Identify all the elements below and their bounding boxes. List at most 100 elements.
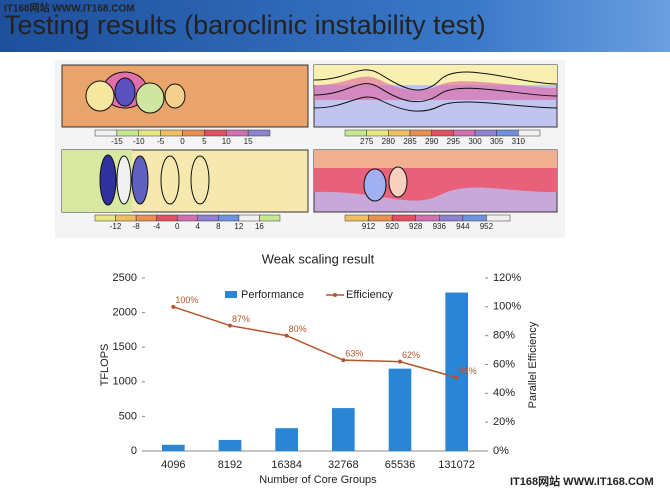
x-tick-label: 32768	[328, 459, 359, 471]
colorbar-label: 275	[360, 137, 374, 146]
colorbar-label: 920	[385, 222, 399, 231]
y-tick-label: 500	[119, 410, 137, 422]
colorbar-swatch	[368, 214, 393, 222]
colorbar-label: 944	[456, 222, 470, 231]
colorbar-swatch	[259, 214, 281, 222]
bar	[275, 428, 298, 451]
colorbar-swatch	[388, 129, 411, 137]
slide-title: Testing results (baroclinic instability …	[4, 10, 486, 40]
legend-swatch	[225, 291, 237, 298]
colorbar-label: 0	[180, 137, 185, 146]
line	[173, 306, 457, 379]
point	[284, 333, 289, 338]
colorbar-swatch	[135, 214, 157, 222]
colorbar-label: 280	[382, 137, 396, 146]
bar	[218, 439, 242, 451]
y-tick-label: 1000	[113, 376, 137, 388]
legend-label: Efficiency	[346, 289, 393, 301]
colorbar-swatch	[138, 129, 161, 137]
colorbar-swatch	[94, 129, 118, 137]
colorbar-swatch	[238, 214, 260, 222]
colorbar-label: -8	[133, 222, 141, 231]
colorbar-swatch	[156, 214, 178, 222]
point	[341, 358, 346, 363]
y-axis-label: TFLOPS	[99, 344, 111, 387]
point	[454, 375, 459, 380]
colorbar-label: 928	[409, 222, 423, 231]
colorbar-swatch	[197, 214, 219, 222]
colorbar-swatch	[247, 129, 271, 137]
x-tick-label: 16384	[271, 459, 302, 471]
data-label: 80%	[289, 324, 307, 334]
colorbar-swatch	[116, 129, 139, 137]
colorbar-label: 952	[480, 222, 494, 231]
contour-plot	[61, 149, 309, 213]
colorbar-label: 5	[202, 137, 207, 146]
legend-label: Performance	[241, 289, 304, 301]
watermark: IT168网站 WWW.IT168.COM	[4, 2, 135, 15]
colorbar-label: 4	[196, 222, 201, 231]
colorbar-swatch	[176, 214, 199, 222]
colorbar-swatch	[391, 214, 416, 222]
bar	[388, 368, 412, 451]
colorbar-label: -10	[133, 137, 145, 146]
y2-tick-label: 100%	[493, 301, 521, 313]
colorbar-label: 8	[216, 222, 221, 231]
y2-tick-label: 80%	[493, 330, 515, 342]
x-tick-label: 8192	[218, 459, 242, 471]
colorbar-label: 305	[490, 137, 504, 146]
colorbar-label: 300	[468, 137, 482, 146]
point	[398, 359, 402, 364]
bar	[332, 408, 355, 451]
colorbar-swatch	[366, 129, 389, 137]
colorbar-label: 936	[433, 222, 447, 231]
colorbar-swatch	[496, 129, 519, 137]
colorbar-label: 310	[512, 137, 526, 146]
colorbar-swatch	[462, 214, 487, 222]
y-tick-label: 2000	[113, 307, 137, 319]
contour-plot	[61, 64, 309, 128]
colorbar-swatch	[182, 129, 205, 137]
data-label: 100%	[175, 295, 198, 305]
colorbar-swatch	[439, 214, 464, 222]
colorbar-label: 10	[222, 137, 231, 146]
watermark: IT168网站 WWW.IT168.COM	[510, 474, 654, 488]
colorbar-label: -15	[111, 137, 123, 146]
x-tick-label: 65536	[385, 459, 416, 471]
colorbar-label: 0	[175, 222, 180, 231]
y2-tick-label: 60%	[493, 358, 515, 370]
colorbar-label: 15	[244, 137, 253, 146]
colorbar-label: 912	[362, 222, 376, 231]
y-tick-label: 1500	[113, 341, 137, 353]
data-label: 62%	[402, 350, 420, 360]
x-tick-label: 4096	[161, 459, 185, 471]
colorbar-label: 295	[447, 137, 461, 146]
x-axis-label: Number of Core Groups	[259, 474, 377, 486]
y-tick-label: 2500	[113, 272, 137, 284]
colorbar-label: -5	[157, 137, 165, 146]
bar	[162, 444, 185, 451]
colorbar-swatch	[204, 129, 227, 137]
data-label: 51%	[459, 366, 477, 376]
point	[228, 323, 232, 328]
y2-tick-label: 0%	[493, 445, 509, 457]
y2-tick-label: 40%	[493, 387, 515, 399]
colorbar-label: 12	[234, 222, 243, 231]
colorbar-swatch	[453, 129, 476, 137]
y2-tick-label: 20%	[493, 416, 515, 428]
colorbar-swatch	[344, 129, 367, 137]
colorbar-swatch	[344, 214, 369, 222]
colorbar-swatch	[226, 129, 249, 137]
colorbar-label: 290	[425, 137, 439, 146]
colorbar-swatch	[518, 129, 541, 137]
data-label: 87%	[232, 314, 250, 324]
colorbar-label: -4	[153, 222, 161, 231]
colorbar-swatch	[409, 129, 432, 137]
contour-plot	[313, 64, 558, 128]
chart-title: Weak scaling result	[262, 251, 375, 266]
legend-swatch	[333, 293, 337, 297]
bar	[445, 292, 468, 451]
colorbar-swatch	[486, 214, 511, 222]
header-bar	[0, 0, 670, 52]
